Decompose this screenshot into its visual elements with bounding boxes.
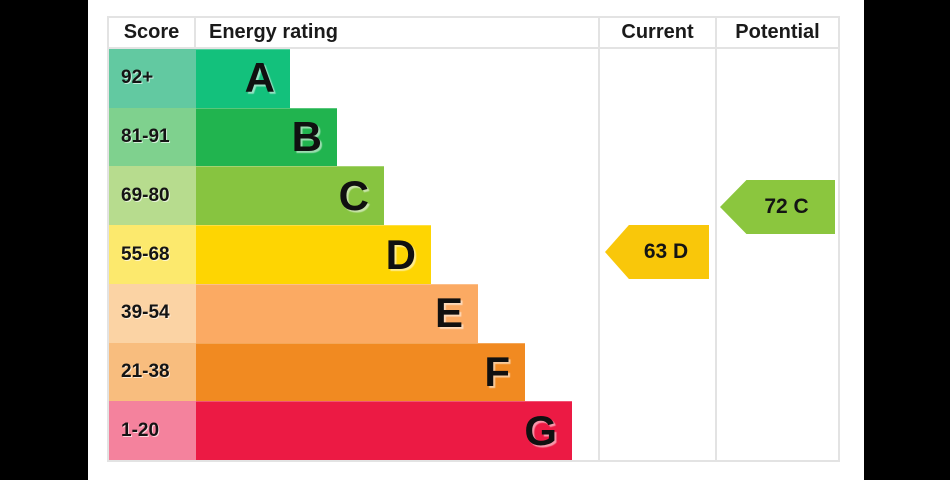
band-row-a: 92+ A [109, 49, 598, 108]
band-score: 81-91 [109, 107, 196, 167]
band-bar: C [196, 166, 384, 226]
potential-rating-column: Potential 72 C [715, 18, 838, 460]
current-rating-arrow: 63 D [605, 225, 709, 279]
band-bar: G [196, 401, 572, 461]
potential-rating-arrow: 72 C [720, 180, 835, 234]
energy-rating-column-header: Energy rating [209, 21, 338, 43]
band-score: 1-20 [109, 401, 196, 461]
score-column-header: Score [109, 18, 196, 47]
energy-rating-table: Score Energy rating 92+ A 81-91 B 69-80 … [107, 16, 840, 462]
right-black-bar [864, 0, 950, 480]
main-header-row: Score Energy rating [109, 18, 598, 49]
current-column-body: 63 D [600, 49, 715, 460]
potential-column-header: Potential [717, 18, 838, 49]
band-score: 69-80 [109, 166, 196, 226]
band-bar: D [196, 225, 431, 284]
left-black-bar [0, 0, 88, 480]
band-row-c: 69-80 C [109, 166, 598, 226]
score-and-rating-column: Score Energy rating 92+ A 81-91 B 69-80 … [109, 18, 598, 461]
band-bar: E [196, 283, 478, 343]
band-score: 55-68 [109, 225, 196, 284]
current-column-header: Current [600, 18, 715, 49]
band-bar: B [196, 107, 337, 167]
band-row-e: 39-54 E [109, 283, 598, 343]
band-bar: F [196, 342, 525, 402]
band-score: 39-54 [109, 283, 196, 343]
band-score: 21-38 [109, 342, 196, 402]
current-rating-column: Current 63 D [598, 18, 715, 460]
band-score: 92+ [109, 49, 196, 108]
band-bar: A [196, 49, 290, 108]
potential-column-body: 72 C [717, 49, 838, 460]
band-row-g: 1-20 G [109, 401, 598, 461]
band-row-f: 21-38 F [109, 342, 598, 402]
band-row-b: 81-91 B [109, 107, 598, 167]
band-row-d: 55-68 D [109, 225, 598, 284]
band-rows: 92+ A 81-91 B 69-80 C 55-68 D 39-54 E [109, 49, 598, 461]
